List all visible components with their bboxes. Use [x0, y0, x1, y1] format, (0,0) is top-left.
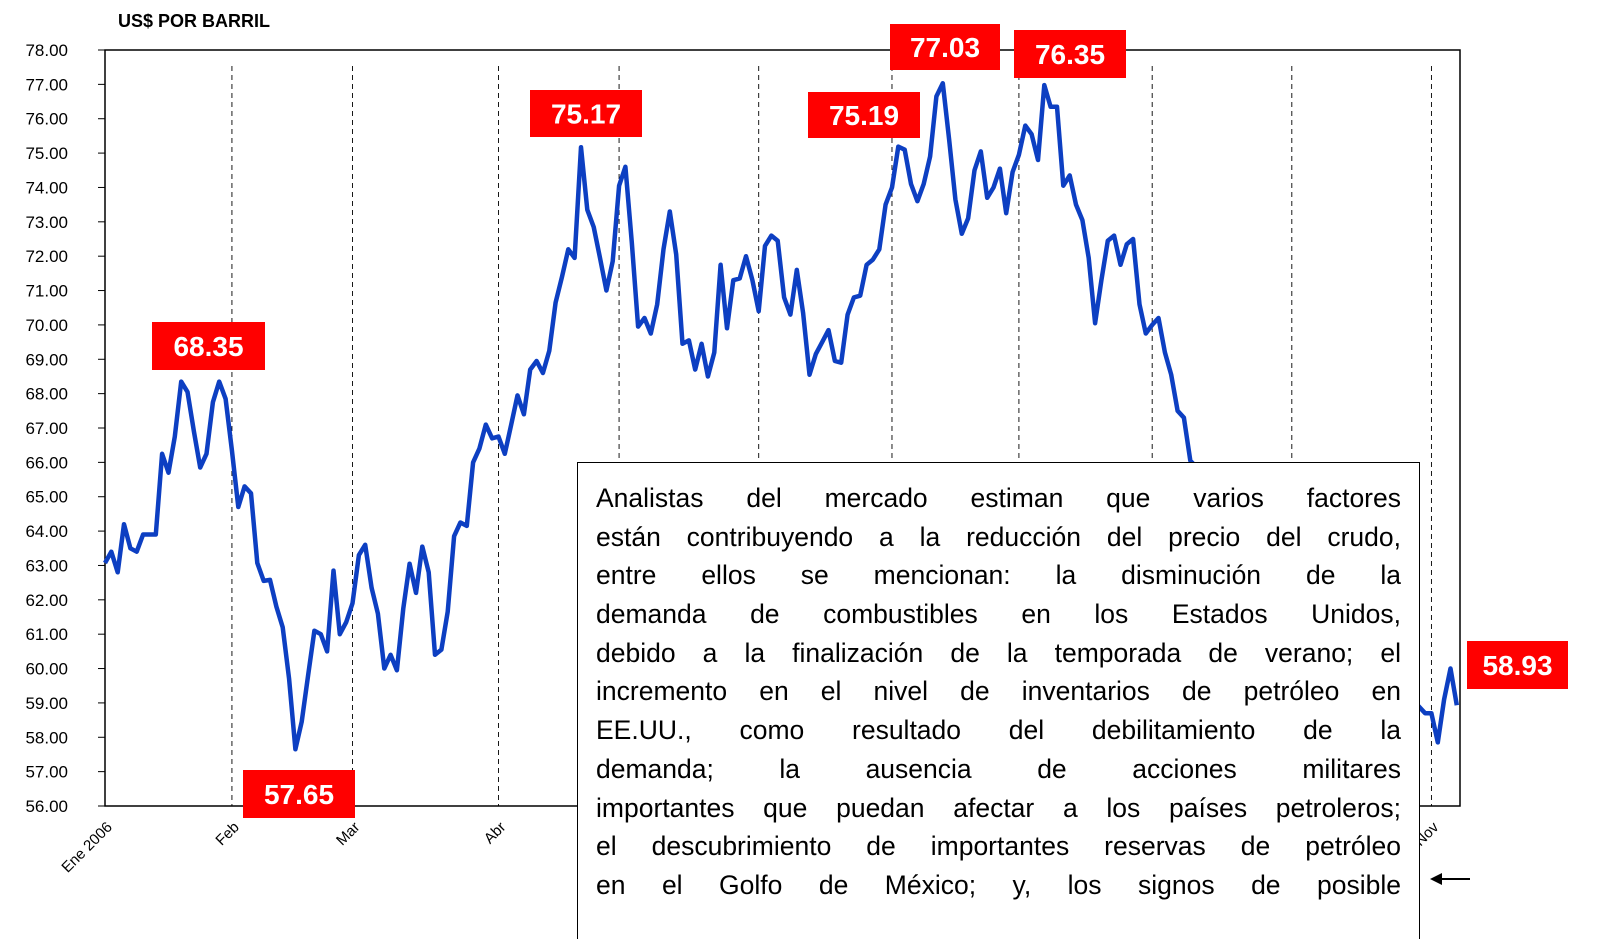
y-tick-label: 70.00	[25, 316, 68, 335]
annotation-box	[243, 770, 355, 818]
y-tick-label: 76.00	[25, 110, 68, 129]
annotation-box	[808, 92, 920, 138]
annotation-label: 75.19	[829, 100, 899, 131]
y-tick-label: 69.00	[25, 350, 68, 369]
y-tick-label: 65.00	[25, 488, 68, 507]
annotation-box	[1467, 641, 1568, 689]
y-axis-title: US$ POR BARRIL	[118, 11, 270, 31]
note-line: entre ellos se mencionan: la disminución…	[596, 560, 1401, 591]
y-tick-label: 75.00	[25, 144, 68, 163]
y-tick-label: 78.00	[25, 41, 68, 60]
note-line: EE.UU., como resultado del debilitamient…	[596, 715, 1401, 746]
y-tick-label: 57.00	[25, 763, 68, 782]
y-tick-label: 56.00	[25, 797, 68, 816]
note-line: en el Golfo de México; y, los signos de …	[596, 869, 1401, 900]
note-line: están contribuyendo a la reducción del p…	[596, 521, 1401, 552]
y-tick-label: 62.00	[25, 591, 68, 610]
y-tick-label: 59.00	[25, 694, 68, 713]
x-tick-label: Feb	[212, 819, 242, 849]
annotation-label: 75.17	[551, 99, 621, 130]
annotation-box	[530, 90, 642, 137]
x-tick-label: Mar	[333, 819, 363, 849]
y-tick-label: 68.00	[25, 385, 68, 404]
y-tick-label: 67.00	[25, 419, 68, 438]
x-tick-label: Ene 2006	[58, 819, 115, 876]
price-line	[103, 81, 1460, 752]
note-line: demanda; la ausencia de acciones militar…	[596, 753, 1401, 784]
annotation-box	[152, 322, 265, 370]
note-line: Analistas del mercado estiman que varios…	[596, 483, 1401, 513]
y-tick-label: 66.00	[25, 453, 68, 472]
annotation-box	[890, 24, 1000, 70]
y-tick-label: 74.00	[25, 178, 68, 197]
y-tick-label: 73.00	[25, 213, 68, 232]
y-tick-label: 64.00	[25, 522, 68, 541]
annotation-label: 57.65	[264, 779, 334, 810]
annotation-label: 77.03	[910, 32, 980, 63]
y-tick-label: 60.00	[25, 660, 68, 679]
note-line: demanda de combustibles en los Estados U…	[596, 599, 1401, 630]
annotation-label: 68.35	[173, 331, 243, 362]
y-tick-label: 61.00	[25, 625, 68, 644]
note-line: el descubrimiento de importantes reserva…	[596, 831, 1401, 862]
annotation-label: 76.35	[1035, 39, 1105, 70]
note-line: debido a la finalización de la temporada…	[596, 637, 1401, 668]
y-tick-label: 71.00	[25, 282, 68, 301]
annotation-box	[1014, 30, 1126, 78]
x-tick-label: Abr	[481, 819, 510, 848]
annotation-label: 58.93	[1482, 650, 1552, 681]
note-line: importantes que puedan afectar a los paí…	[596, 792, 1401, 823]
y-tick-label: 63.00	[25, 556, 68, 575]
note-line: incremento en el nivel de inventarios de…	[596, 676, 1401, 707]
y-tick-label: 72.00	[25, 247, 68, 266]
y-tick-label: 77.00	[25, 75, 68, 94]
y-tick-label: 58.00	[25, 728, 68, 747]
note-box: Analistas del mercado estiman que varios…	[577, 462, 1420, 939]
